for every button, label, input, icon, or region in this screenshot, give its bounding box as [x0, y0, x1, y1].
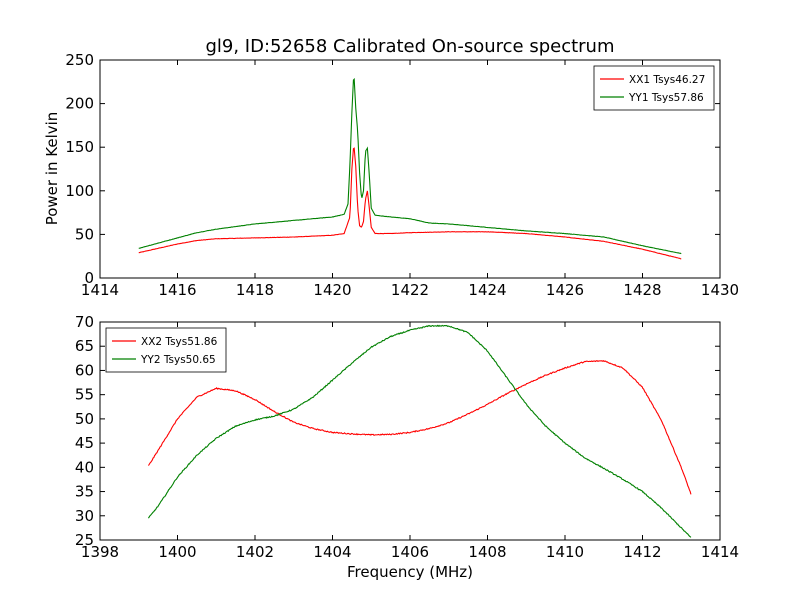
top-legend: XX1 Tsys46.27 YY1 Tsys57.86 [593, 65, 715, 111]
bottom-x-tick-label: 1412 [623, 543, 661, 561]
top-series-line-1 [138, 147, 682, 260]
top-y-tick-label: 250 [65, 51, 94, 69]
bottom-series-line-1 [147, 359, 692, 495]
top-y-tick-label: 50 [75, 225, 94, 243]
bottom-y-tick-label: 35 [75, 483, 94, 501]
top-legend-box [593, 65, 715, 111]
bottom-x-tick-label: 1406 [391, 543, 429, 561]
top-x-tick-label: 1414 [81, 281, 119, 299]
top-legend-label: YY1 Tsys57.86 [628, 92, 704, 104]
bottom-spectrum-panel: Frequency (MHz) 1398 1400 1402 1404 1406 1408… [75, 313, 739, 581]
top-y-tick-label: 100 [65, 182, 94, 200]
bottom-x-tick-label: 1414 [701, 543, 739, 561]
top-x-tick-label: 1418 [236, 281, 274, 299]
bottom-y-tick-label: 55 [75, 386, 94, 404]
top-spectrum-panel: Power in Kelvin 1414 1416 1418 1420 1422 1424… [43, 51, 739, 299]
top-x-tick-label: 1422 [391, 281, 429, 299]
bottom-series-line-2 [147, 324, 692, 538]
bottom-legend-label: YY2 Tsys50.65 [140, 354, 216, 366]
figure-title: gl9, ID:52658 Calibrated On-source spect… [205, 36, 614, 57]
bottom-x-tick-label: 1408 [468, 543, 506, 561]
bottom-y-tick-label: 70 [75, 313, 94, 331]
top-x-tick-label: 1426 [546, 281, 584, 299]
top-legend-label: XX1 Tsys46.27 [629, 74, 705, 86]
bottom-y-tick-label: 50 [75, 410, 94, 428]
top-x-tick-label: 1428 [623, 281, 661, 299]
bottom-legend-box [105, 327, 227, 373]
bottom-x-tick-label: 1402 [236, 543, 274, 561]
bottom-y-tick-label: 30 [75, 507, 94, 525]
top-x-tick-label: 1416 [158, 281, 196, 299]
top-series-line-2 [138, 77, 682, 255]
bottom-y-tick-label: 60 [75, 361, 94, 379]
bottom-x-tick-label: 1400 [158, 543, 196, 561]
top-y-tick-label: 200 [65, 95, 94, 113]
top-y-axis-label: Power in Kelvin [43, 112, 61, 226]
bottom-legend-label: XX2 Tsys51.86 [141, 336, 218, 348]
bottom-x-tick-label: 1410 [546, 543, 584, 561]
bottom-x-tick-label: 1398 [81, 543, 119, 561]
bottom-y-tick-label: 45 [75, 434, 94, 452]
top-y-tick-label: 150 [65, 138, 94, 156]
bottom-x-axis-label: Frequency (MHz) [347, 563, 473, 581]
top-x-tick-label: 1430 [701, 281, 739, 299]
bottom-y-tick-label: 40 [75, 458, 94, 476]
bottom-y-tick-label: 65 [75, 337, 94, 355]
bottom-y-tick-label: 25 [75, 531, 94, 549]
bottom-x-tick-label: 1404 [313, 543, 351, 561]
top-y-tick-label: 0 [84, 269, 94, 287]
top-x-tick-label: 1424 [468, 281, 506, 299]
top-x-tick-label: 1420 [313, 281, 351, 299]
bottom-legend: XX2 Tsys51.86 YY2 Tsys50.65 [105, 327, 227, 373]
